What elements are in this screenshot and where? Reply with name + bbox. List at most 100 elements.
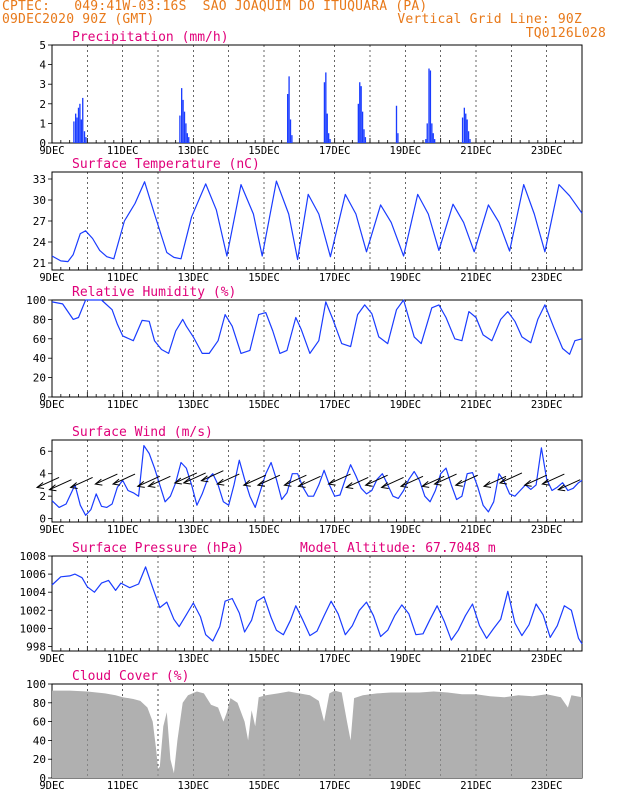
precip-bar <box>76 117 78 143</box>
temp-x-tick-label: 15DEC <box>248 272 280 284</box>
wind-arrow-shaft <box>365 474 388 486</box>
cloud-y-tick-label: 100 <box>26 678 46 691</box>
temp-frame <box>51 171 583 271</box>
precip-bar <box>287 94 289 143</box>
cloud-title: Cloud Cover (%) <box>72 669 189 684</box>
precip-bar <box>425 139 427 143</box>
press-frame <box>51 555 583 652</box>
wind-arrow-head <box>297 480 306 488</box>
rh-y-tick-label: 100 <box>26 294 46 307</box>
header-model-id: TQ0126L028 <box>525 26 606 41</box>
temp-title: Surface Temperature (nC) <box>72 157 260 172</box>
press-x-tick-label: 17DEC <box>319 653 351 665</box>
header-grid-line-note: Vertical Grid Line: 90Z <box>397 12 582 27</box>
precip-bar <box>428 68 430 143</box>
wind-arrow-shaft <box>542 473 565 485</box>
press-y-tick-label: 998 <box>26 640 46 653</box>
precip-bar <box>429 70 432 143</box>
cloud-y-tick-label: 0 <box>39 772 46 785</box>
temp-y-tick-label: 33 <box>33 173 46 186</box>
precip-bar <box>431 123 433 143</box>
rh-title: Relative Humidity (%) <box>72 285 236 300</box>
rh-y-tick-label: 80 <box>33 313 46 326</box>
precip-bar <box>359 82 361 143</box>
precip-bar <box>363 129 365 143</box>
precip-x-tick-label: 19DEC <box>390 145 422 157</box>
temp-series-line <box>51 180 583 263</box>
press-annotation: Model Altitude: 67.7048 m <box>300 541 496 556</box>
temp-x-tick-label: 19DEC <box>390 272 422 284</box>
precip-y-tick-label: 1 <box>39 117 46 130</box>
wind-arrow-head <box>48 484 57 492</box>
rh-y-tick-label: 40 <box>33 352 46 365</box>
precip-x-tick-label: 11DEC <box>107 145 139 157</box>
precip-bar <box>461 117 464 143</box>
wind-arrow-shaft <box>70 476 93 488</box>
precip-bar <box>185 123 187 143</box>
precip-bar <box>432 133 434 143</box>
temp-x-tick-label: 13DEC <box>178 272 210 284</box>
wind-arrow-head <box>498 477 508 485</box>
wind-y-tick-label: 2 <box>39 490 46 503</box>
wind-arrow-head <box>256 479 265 487</box>
cloud-y-tick-label: 40 <box>33 734 46 747</box>
rh-x-tick-label: 17DEC <box>319 399 351 411</box>
temp-x-tick-label: 23DEC <box>531 272 563 284</box>
precip-y-tick-label: 0 <box>39 137 46 150</box>
temp-x-tick-label: 9DEC <box>39 272 64 284</box>
header-station-line: CPTEC: 049:41W-03:16S SAO JOAQUIM DO ITU… <box>2 0 428 14</box>
wind-arrow-shaft <box>284 474 307 486</box>
precip-bar <box>357 103 360 143</box>
rh-y-tick-label: 0 <box>39 391 46 404</box>
wind-arrow-shaft <box>483 475 507 487</box>
precip-x-tick-label: 21DEC <box>460 145 492 157</box>
cloud-x-tick-label: 19DEC <box>390 780 422 792</box>
precip-bar <box>325 72 327 143</box>
wind-arrow-shaft <box>112 473 136 485</box>
cloud-x-tick-label: 9DEC <box>39 780 64 792</box>
press-x-tick-label: 21DEC <box>460 653 492 665</box>
wind-arrow-head <box>69 482 78 489</box>
precip-bar <box>469 139 471 143</box>
precip-y-tick-label: 4 <box>39 59 46 72</box>
temp-y-tick-label: 27 <box>33 215 46 228</box>
wind-x-tick-label: 11DEC <box>107 524 139 536</box>
precip-bar <box>182 99 184 143</box>
precip-title: Precipitation (mm/h) <box>72 30 229 45</box>
wind-x-tick-label: 15DEC <box>248 524 280 536</box>
wind-arrow-shaft <box>298 475 321 487</box>
press-series-line <box>51 566 583 645</box>
wind-arrow-head <box>345 482 354 489</box>
precip-bar <box>77 107 80 143</box>
wind-arrow-head <box>182 477 191 485</box>
wind-x-tick-label: 17DEC <box>319 524 351 536</box>
wind-arrow-shaft <box>400 475 424 487</box>
rh-x-tick-label: 15DEC <box>248 399 280 411</box>
cloud-x-tick-label: 21DEC <box>460 780 492 792</box>
press-x-tick-label: 19DEC <box>390 653 422 665</box>
wind-arrow-shaft <box>137 475 160 487</box>
precip-bar <box>73 121 75 143</box>
wind-arrow-shaft <box>558 479 581 491</box>
precip-bar <box>329 139 331 143</box>
precip-bar <box>323 82 326 143</box>
press-x-tick-label: 23DEC <box>531 653 563 665</box>
temp-y-tick-label: 30 <box>33 194 46 207</box>
wind-arrow-shaft <box>217 473 240 485</box>
wind-arrow-head <box>216 478 225 486</box>
press-y-tick-label: 1000 <box>20 622 47 635</box>
wind-arrow-head <box>111 478 121 486</box>
precip-bar <box>397 133 399 143</box>
rh-y-tick-label: 20 <box>33 372 46 385</box>
wind-x-tick-label: 21DEC <box>460 524 492 536</box>
rh-x-tick-label: 21DEC <box>460 399 492 411</box>
rh-x-tick-label: 19DEC <box>390 399 422 411</box>
wind-arrow-head <box>421 480 430 488</box>
temp-y-tick-label: 24 <box>33 236 47 249</box>
cloud-x-tick-label: 11DEC <box>107 780 139 792</box>
press-y-tick-label: 1006 <box>20 568 47 581</box>
precip-bar <box>288 76 290 143</box>
wind-arrow-head <box>364 479 373 487</box>
press-y-tick-label: 1004 <box>20 586 47 599</box>
